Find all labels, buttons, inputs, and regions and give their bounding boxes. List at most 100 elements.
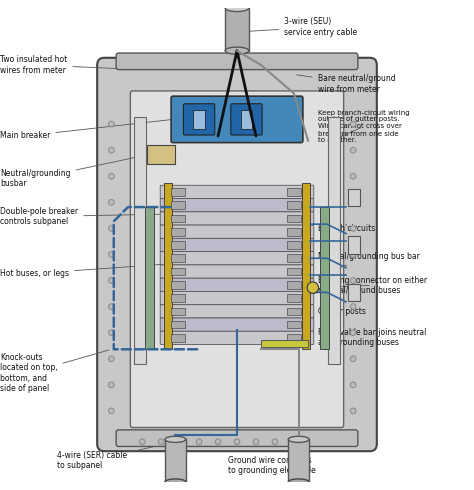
FancyBboxPatch shape bbox=[231, 104, 262, 135]
Bar bbox=[164, 183, 172, 349]
FancyBboxPatch shape bbox=[183, 104, 215, 135]
Bar bbox=[287, 321, 301, 328]
Bar bbox=[225, 8, 249, 50]
Ellipse shape bbox=[109, 173, 114, 179]
Text: Removable bar joins neutral
and grounding buses: Removable bar joins neutral and groundin… bbox=[297, 328, 426, 347]
Bar bbox=[193, 110, 205, 129]
Bar bbox=[171, 321, 185, 328]
Bar bbox=[171, 215, 185, 222]
Ellipse shape bbox=[109, 225, 114, 231]
Text: Ground wire connects
to grounding electrode: Ground wire connects to grounding electr… bbox=[228, 443, 315, 475]
Bar bbox=[287, 294, 301, 302]
Text: Double-pole breaker
controls subpanel: Double-pole breaker controls subpanel bbox=[0, 207, 161, 226]
Ellipse shape bbox=[350, 122, 356, 127]
FancyBboxPatch shape bbox=[130, 91, 344, 427]
Text: Main breaker: Main breaker bbox=[0, 120, 170, 141]
Ellipse shape bbox=[350, 173, 356, 179]
Ellipse shape bbox=[177, 439, 183, 444]
FancyBboxPatch shape bbox=[160, 225, 314, 238]
Ellipse shape bbox=[253, 439, 259, 444]
FancyBboxPatch shape bbox=[160, 212, 314, 225]
Bar bbox=[171, 294, 185, 302]
FancyBboxPatch shape bbox=[171, 96, 303, 143]
Bar bbox=[171, 254, 185, 262]
Bar bbox=[241, 110, 252, 129]
Ellipse shape bbox=[350, 252, 356, 257]
Ellipse shape bbox=[109, 330, 114, 336]
Ellipse shape bbox=[109, 278, 114, 283]
Text: Neutral/grounding bus bar: Neutral/grounding bus bar bbox=[318, 252, 419, 272]
FancyBboxPatch shape bbox=[160, 198, 314, 212]
Ellipse shape bbox=[350, 278, 356, 283]
Bar bbox=[171, 188, 185, 196]
Bar bbox=[171, 281, 185, 289]
Text: Hot buses, or legs: Hot buses, or legs bbox=[0, 264, 165, 278]
Bar bbox=[287, 241, 301, 249]
Ellipse shape bbox=[288, 436, 309, 442]
Ellipse shape bbox=[234, 439, 240, 444]
Bar bbox=[171, 241, 185, 249]
Ellipse shape bbox=[350, 147, 356, 153]
FancyBboxPatch shape bbox=[160, 185, 314, 198]
Bar bbox=[171, 201, 185, 209]
Bar bbox=[171, 308, 185, 315]
FancyBboxPatch shape bbox=[160, 252, 314, 265]
Ellipse shape bbox=[350, 408, 356, 414]
Ellipse shape bbox=[215, 439, 221, 444]
Ellipse shape bbox=[350, 382, 356, 388]
Bar bbox=[287, 281, 301, 289]
Ellipse shape bbox=[350, 304, 356, 310]
Bar bbox=[320, 207, 329, 349]
Ellipse shape bbox=[109, 382, 114, 388]
Ellipse shape bbox=[350, 199, 356, 205]
Bar bbox=[287, 201, 301, 209]
Ellipse shape bbox=[109, 252, 114, 257]
Bar bbox=[287, 215, 301, 222]
Bar bbox=[287, 268, 301, 275]
Bar bbox=[287, 308, 301, 315]
Ellipse shape bbox=[109, 147, 114, 153]
Ellipse shape bbox=[165, 479, 186, 485]
Bar bbox=[147, 146, 175, 165]
Bar bbox=[287, 334, 301, 342]
Text: Bare neutral/ground
wire from meter: Bare neutral/ground wire from meter bbox=[297, 74, 395, 94]
Bar bbox=[287, 228, 301, 236]
Ellipse shape bbox=[350, 225, 356, 231]
Text: 3-wire (SEU)
service entry cable: 3-wire (SEU) service entry cable bbox=[245, 17, 357, 37]
Ellipse shape bbox=[350, 356, 356, 362]
Circle shape bbox=[307, 282, 319, 294]
FancyBboxPatch shape bbox=[160, 238, 314, 252]
Ellipse shape bbox=[109, 356, 114, 362]
Bar bbox=[145, 207, 154, 349]
FancyBboxPatch shape bbox=[116, 430, 358, 446]
Bar bbox=[287, 188, 301, 196]
FancyBboxPatch shape bbox=[160, 331, 314, 344]
Ellipse shape bbox=[139, 439, 145, 444]
Bar bbox=[288, 440, 309, 482]
FancyBboxPatch shape bbox=[160, 305, 314, 318]
FancyBboxPatch shape bbox=[116, 53, 358, 70]
Ellipse shape bbox=[272, 439, 278, 444]
Text: Gutter posts: Gutter posts bbox=[318, 302, 365, 316]
Ellipse shape bbox=[196, 439, 202, 444]
Bar bbox=[348, 189, 360, 206]
FancyBboxPatch shape bbox=[160, 265, 314, 278]
Ellipse shape bbox=[109, 304, 114, 310]
Ellipse shape bbox=[225, 47, 249, 54]
Text: Branch circuits: Branch circuits bbox=[318, 224, 375, 233]
FancyBboxPatch shape bbox=[160, 292, 314, 305]
Bar bbox=[171, 268, 185, 275]
Text: Bonding connector on either
neutral/ground buses: Bonding connector on either neutral/grou… bbox=[318, 275, 427, 295]
FancyBboxPatch shape bbox=[160, 278, 314, 292]
Bar bbox=[261, 340, 308, 347]
Ellipse shape bbox=[158, 439, 164, 444]
Ellipse shape bbox=[288, 479, 309, 485]
Text: Knock-outs
located on top,
bottom, and
side of panel: Knock-outs located on top, bottom, and s… bbox=[0, 350, 109, 393]
Ellipse shape bbox=[165, 436, 186, 442]
Ellipse shape bbox=[109, 408, 114, 414]
Ellipse shape bbox=[109, 199, 114, 205]
Bar bbox=[171, 228, 185, 236]
Bar bbox=[287, 254, 301, 262]
Bar bbox=[171, 334, 185, 342]
Bar bbox=[134, 117, 146, 364]
